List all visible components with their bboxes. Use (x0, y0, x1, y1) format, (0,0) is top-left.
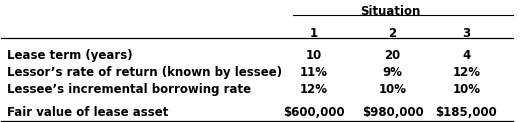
Text: 10%: 10% (452, 83, 480, 96)
Text: Fair value of lease asset: Fair value of lease asset (7, 106, 168, 119)
Text: Lessee’s incremental borrowing rate: Lessee’s incremental borrowing rate (7, 83, 251, 96)
Text: 11%: 11% (300, 66, 328, 79)
Text: 1: 1 (310, 27, 318, 40)
Text: 3: 3 (462, 27, 470, 40)
Text: 10: 10 (306, 49, 322, 62)
Text: Lease term (years): Lease term (years) (7, 49, 133, 62)
Text: 10%: 10% (379, 83, 407, 96)
Text: 2: 2 (389, 27, 397, 40)
Text: 9%: 9% (383, 66, 403, 79)
Text: Situation: Situation (360, 5, 420, 18)
Text: 12%: 12% (452, 66, 480, 79)
Text: $185,000: $185,000 (435, 106, 497, 119)
Text: 20: 20 (384, 49, 401, 62)
Text: $980,000: $980,000 (362, 106, 423, 119)
Text: Lessor’s rate of return (known by lessee): Lessor’s rate of return (known by lessee… (7, 66, 282, 79)
Text: 4: 4 (462, 49, 470, 62)
Text: $600,000: $600,000 (283, 106, 345, 119)
Text: 12%: 12% (300, 83, 328, 96)
